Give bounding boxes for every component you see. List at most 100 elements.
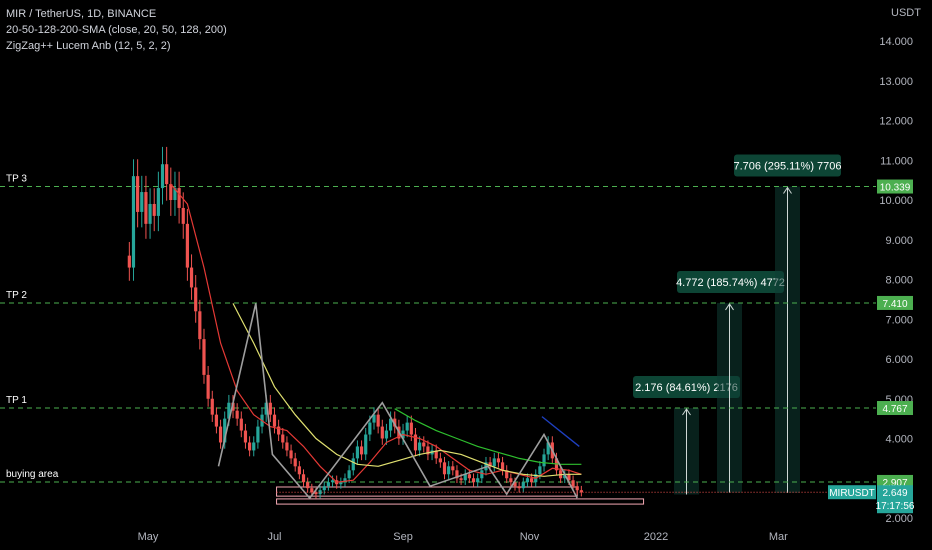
candle-body (517, 486, 521, 489)
candle-body (567, 474, 571, 481)
candle-body (384, 430, 389, 439)
level-name: TP 3 (6, 174, 27, 185)
price-tick-label: 6.000 (885, 354, 913, 366)
candle-body (210, 398, 214, 415)
candle-body (326, 482, 330, 487)
candle-body (500, 462, 505, 471)
candle-body (173, 188, 177, 200)
time-tick-label: Mar (769, 531, 788, 543)
candle-body (471, 478, 476, 483)
moving-averages (170, 183, 582, 483)
candle-body (165, 164, 169, 185)
candle-body (463, 474, 467, 481)
time-axis[interactable]: May Jul Sep Nov 2022 Mar (138, 531, 789, 543)
candle-body (181, 207, 185, 224)
price-tick-label: 4.000 (885, 434, 913, 446)
candle-body (538, 466, 542, 475)
candle-body (422, 442, 426, 447)
level-price-tag (877, 295, 913, 310)
candle-body (368, 422, 372, 435)
candle-body (231, 402, 235, 411)
candle-body (322, 486, 326, 491)
sma20-line (170, 183, 582, 483)
candle-body (293, 458, 297, 467)
candle-body (235, 410, 239, 419)
candle-body (496, 458, 501, 463)
candle-body (343, 478, 347, 483)
price-tick-label: 10.000 (879, 195, 913, 207)
candle-body (409, 422, 413, 435)
measure-label-box (677, 270, 784, 293)
candle-body (252, 442, 256, 451)
price-tick-label: 14.000 (879, 36, 913, 48)
candle-body (194, 287, 198, 312)
candle-body (144, 192, 148, 224)
candle-body (575, 486, 579, 491)
symbol-tag (828, 485, 876, 500)
candle-body (434, 450, 438, 459)
candle-body (136, 176, 140, 212)
zigzag-line (217, 303, 578, 500)
candle-body (388, 418, 393, 431)
candle-body (467, 474, 471, 479)
candle-body (248, 442, 252, 451)
candle-body (488, 462, 492, 467)
candle-body (256, 426, 260, 443)
currency-label: USDT (891, 7, 921, 19)
level-price-tag (877, 401, 913, 416)
zigzag-indicator-label[interactable]: ZigZag++ Lucem Anb (12, 5, 2, 2) (6, 40, 171, 52)
current-price-value: 2.649 (882, 488, 907, 499)
measure-boxes: 2.176 (84.61%) 2176 4.772 (185.74%) 4772 7… (633, 154, 842, 495)
trend-line (541, 416, 580, 447)
candle-body (185, 223, 189, 268)
candle-body (227, 402, 231, 419)
candle-body (239, 418, 243, 431)
candle-body (318, 490, 322, 495)
symbol-title[interactable]: MIR / TetherUS, 1D, BINANCE (6, 8, 157, 20)
candle-body (214, 414, 219, 427)
price-tick-label: 8.000 (885, 275, 913, 287)
candle-body (521, 482, 525, 489)
candle-body (140, 192, 144, 212)
price-tick-label: 7.000 (885, 314, 913, 326)
measure-arrow-head (682, 408, 691, 416)
candle-body (189, 267, 194, 288)
candle-body (418, 442, 422, 451)
candle-body (301, 474, 306, 483)
zigzag-lines (217, 303, 580, 500)
sma-indicator-label[interactable]: 20-50-128-200-SMA (close, 20, 50, 128, 2… (6, 24, 227, 36)
candle-body (442, 462, 447, 475)
current-price-tag (877, 485, 913, 514)
time-tick-label: Sep (393, 531, 413, 543)
level-price-value: 7.410 (882, 299, 907, 310)
candle-body (525, 478, 530, 483)
candle-body (393, 418, 397, 427)
candle-body (218, 426, 223, 443)
candle-body (177, 188, 181, 208)
price-tick-label: 2.000 (885, 513, 913, 525)
candle-body (306, 482, 310, 489)
measure-label-text: 4.772 (185.74%) 4772 (676, 277, 785, 289)
level-price-tag (877, 179, 913, 194)
candle-body (426, 446, 430, 455)
candle-body (281, 434, 285, 443)
level-price-value: 4.767 (882, 404, 907, 415)
candle-body (372, 414, 376, 423)
measure-arrow-head (725, 303, 734, 311)
candle-body (347, 470, 351, 479)
candle-body (198, 311, 202, 340)
time-tick-label: Jul (267, 531, 281, 543)
level-name: TP 1 (6, 395, 27, 406)
bar-countdown: 17:17:56 (876, 501, 915, 512)
candle-body (505, 470, 509, 479)
measure-label-text: 2.176 (84.61%) 2176 (635, 382, 738, 394)
candle-body (310, 488, 314, 493)
candle-body (202, 339, 206, 375)
candle-body (330, 480, 335, 483)
candle-body (285, 442, 289, 451)
level-name: TP 2 (6, 290, 27, 301)
candle-body (223, 418, 227, 443)
candle-body (131, 176, 136, 268)
measure-label-box (633, 376, 740, 399)
